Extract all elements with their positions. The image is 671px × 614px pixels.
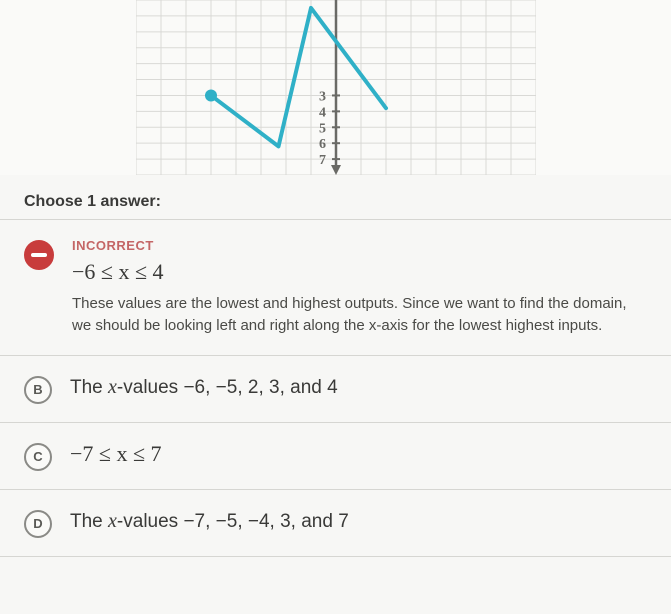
- answer-option-b[interactable]: B The x-values −6, −5, 2, 3, and 4: [0, 355, 671, 422]
- answer-d-text: The x-values −7, −5, −4, 3, and 7: [70, 510, 647, 533]
- incorrect-flag: INCORRECT: [72, 238, 647, 253]
- answer-a-body: INCORRECT −6 ≤ x ≤ 4 These values are th…: [72, 238, 647, 337]
- answer-b-suffix: -values −6, −5, 2, 3, and 4: [117, 377, 338, 398]
- answer-d-prefix: The: [70, 511, 108, 532]
- answer-d-suffix: -values −7, −5, −4, 3, and 7: [117, 511, 349, 532]
- option-b-bubble: B: [24, 376, 52, 404]
- answer-option-d[interactable]: D The x-values −7, −5, −4, 3, and 7: [0, 489, 671, 557]
- option-d-bubble: D: [24, 510, 52, 538]
- graph-area: 34567: [0, 0, 671, 175]
- svg-text:3: 3: [319, 89, 326, 104]
- incorrect-icon: [24, 240, 54, 270]
- answer-b-prefix: The: [70, 377, 108, 398]
- choose-prompt: Choose 1 answer:: [0, 175, 671, 219]
- answer-option-c[interactable]: C −7 ≤ x ≤ 7: [0, 422, 671, 489]
- answer-d-var: x: [108, 510, 117, 532]
- answer-b-var: x: [108, 376, 117, 398]
- svg-text:6: 6: [319, 137, 326, 152]
- answer-a-formula: −6 ≤ x ≤ 4: [72, 259, 647, 285]
- answer-d-body: The x-values −7, −5, −4, 3, and 7: [70, 508, 647, 533]
- answer-b-text: The x-values −6, −5, 2, 3, and 4: [70, 376, 647, 399]
- svg-text:7: 7: [319, 153, 326, 168]
- answer-b-body: The x-values −6, −5, 2, 3, and 4: [70, 374, 647, 399]
- answer-c-formula: −7 ≤ x ≤ 7: [70, 441, 647, 467]
- answer-c-body: −7 ≤ x ≤ 7: [70, 441, 647, 467]
- svg-text:4: 4: [319, 105, 326, 120]
- answer-a-explanation: These values are the lowest and highest …: [72, 293, 647, 337]
- answer-option-a[interactable]: INCORRECT −6 ≤ x ≤ 4 These values are th…: [0, 219, 671, 355]
- svg-text:5: 5: [319, 121, 326, 136]
- option-c-bubble: C: [24, 443, 52, 471]
- coordinate-graph: 34567: [136, 0, 536, 175]
